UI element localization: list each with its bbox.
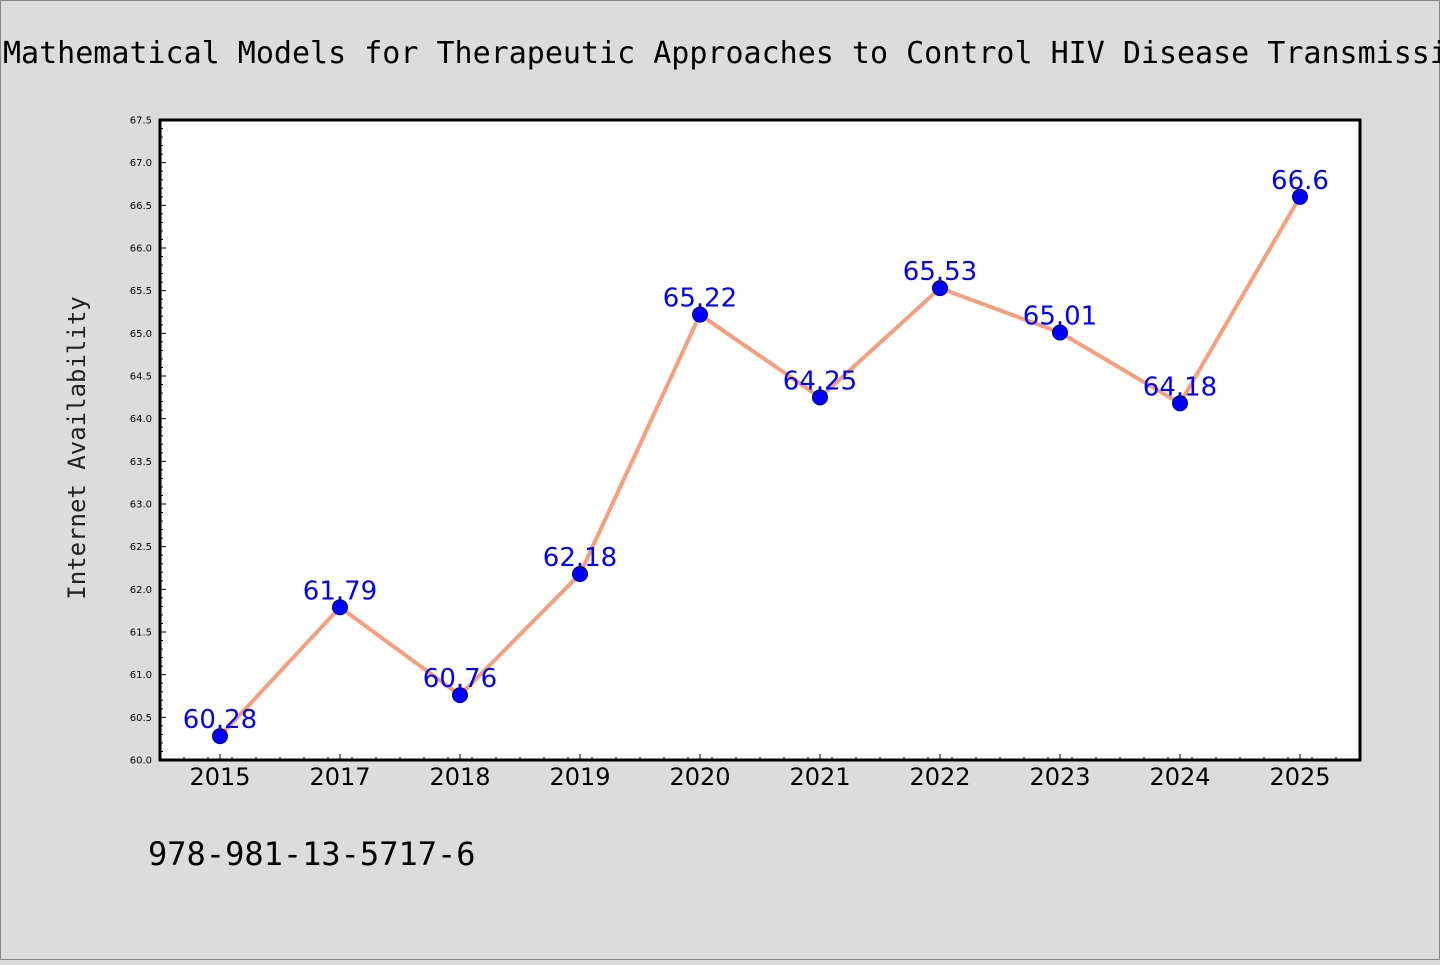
y-tick-label: 66.0 [130,244,152,255]
y-tick-label: 63.5 [130,457,152,468]
chart-title: Mathematical Models for Therapeutic Appr… [3,36,1440,71]
data-point [812,389,828,406]
data-label: 65.22 [663,284,737,314]
data-label: 60.28 [183,705,257,735]
x-tick-label: 2019 [549,763,610,791]
x-tick-label: 2015 [189,763,250,791]
y-tick-label: 64.5 [130,372,152,383]
y-tick-label: 60.5 [130,713,152,724]
data-point [1292,188,1308,205]
x-tick-label: 2025 [1269,763,1330,791]
y-tick-label: 64.0 [130,414,152,425]
data-point [332,599,348,616]
x-axis: 2015 2017 2018 2019 2020 2021 2022 2023 2024 2025 [159,754,1361,791]
data-point [452,687,468,704]
x-tick-label: 2017 [309,763,370,791]
x-tick-label: 2024 [1149,763,1210,791]
x-tick-label: 2022 [909,763,970,791]
y-tick-label: 67.5 [130,116,152,127]
data-label: 60.76 [423,664,497,694]
x-tick-label: 2023 [1029,763,1090,791]
y-tick-label: 67.0 [130,158,152,169]
y-tick-label: 63.0 [130,500,152,511]
isbn-footer: 978-981-13-5717-6 [148,835,476,873]
series-line [218,195,1302,738]
data-point [1172,395,1188,412]
data-point [1052,324,1068,341]
x-tick-label: 2021 [789,763,850,791]
y-tick-label: 66.5 [130,201,152,212]
y-axis: 60.0 60.5 61.0 61.5 62.0 62.5 63.0 63.5 64.0 64.5… [130,116,166,767]
series-group: 60.28 61.79 60.76 62.18 65.22 64.25 65.53 65.01… [183,166,1329,745]
x-tick-label: 2020 [669,763,730,791]
plot-area [158,118,1362,762]
y-tick-label: 62.5 [130,542,152,553]
data-label: 62.18 [543,543,617,573]
y-tick-label: 61.5 [130,628,152,639]
y-tick-label: 61.0 [130,670,152,681]
data-point [572,565,588,582]
data-label: 65.01 [1023,301,1097,331]
y-tick-label: 65.5 [130,286,152,297]
y-tick-label: 62.0 [130,585,152,596]
data-point [932,280,948,297]
x-tick-label: 2018 [429,763,490,791]
data-label: 64.25 [783,366,857,396]
y-axis-label: Internet Availability [63,296,91,599]
data-point [212,728,228,745]
data-point [692,306,708,323]
data-label: 61.79 [303,576,377,606]
data-label: 66.6 [1271,166,1329,196]
y-tick-label: 65.0 [130,329,152,340]
y-tick-label: 60.0 [130,756,152,767]
data-label: 64.18 [1143,372,1217,402]
data-label: 65.53 [903,257,977,287]
